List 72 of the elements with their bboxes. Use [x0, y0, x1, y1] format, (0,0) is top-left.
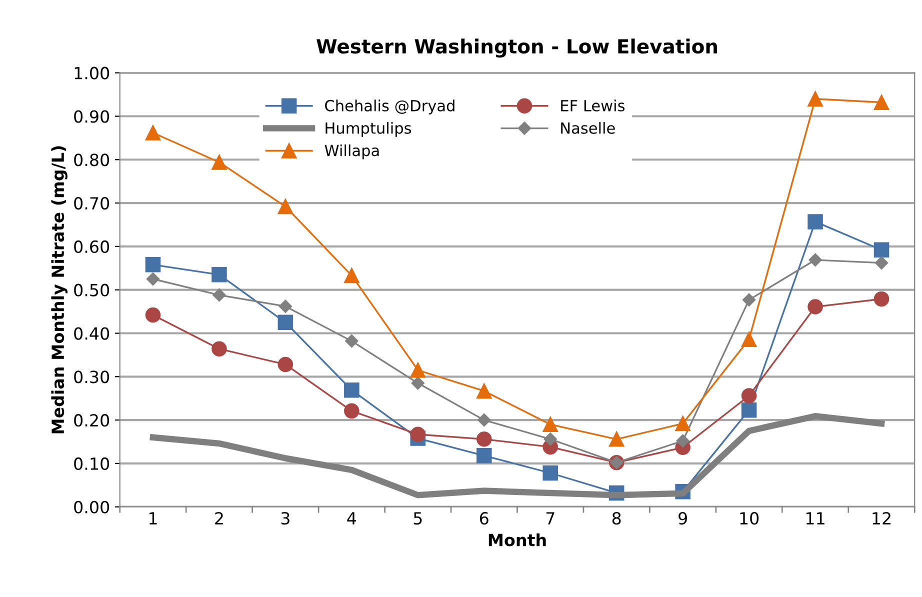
legend-label: Humptulips: [326, 122, 412, 137]
x-tick-label: 5: [414, 512, 422, 525]
legend-label: Willapa: [324, 144, 379, 160]
y-tick-label: 1.00: [74, 66, 110, 80]
point: [741, 402, 757, 418]
point: [410, 426, 426, 442]
point: [874, 242, 890, 258]
legend-label: Chehalis @Dryad: [325, 100, 454, 114]
x-tick-label: 7: [546, 512, 554, 524]
point: [478, 413, 491, 427]
x-tick-label: 4: [347, 512, 356, 524]
x-tick-label: 1: [150, 512, 157, 524]
point: [146, 272, 160, 286]
point: [874, 291, 890, 307]
x-tick-label: 3: [281, 512, 290, 525]
point: [212, 341, 227, 357]
x-tick-label: 11: [806, 512, 824, 524]
y-tick-label: 0.50: [74, 284, 110, 296]
point: [212, 288, 226, 302]
x-tick-label: 9: [678, 512, 687, 525]
point: [212, 154, 227, 170]
y-tick-label: 0.90: [74, 110, 110, 123]
point: [808, 299, 823, 314]
point: [345, 334, 358, 348]
x-tick-label: 2: [215, 512, 223, 524]
point: [476, 432, 492, 447]
y-tick-label: 0.30: [74, 370, 110, 384]
y-tick-label: 0.80: [74, 154, 110, 166]
point: [874, 256, 888, 270]
point: [212, 267, 227, 282]
point: [278, 314, 294, 330]
point: [544, 432, 557, 446]
legend-label: EF Lewis: [561, 100, 625, 112]
point: [608, 432, 624, 447]
point: [278, 198, 294, 214]
point: [344, 382, 360, 398]
x-axis-title: Month: [488, 533, 546, 546]
point: [808, 253, 822, 266]
point: [145, 257, 161, 272]
legend-label: Naselle: [561, 122, 615, 134]
y-tick-label: 0.20: [74, 414, 110, 427]
point: [145, 307, 161, 323]
y-tick-label: 0.10: [74, 457, 110, 470]
point: [542, 465, 558, 481]
y-tick-label: 0.60: [74, 240, 110, 254]
point: [741, 388, 757, 404]
point: [476, 448, 492, 464]
point: [542, 416, 558, 432]
point: [675, 416, 690, 432]
y-tick-label: 0.00: [74, 500, 110, 514]
x-tick-label: 12: [872, 512, 890, 524]
point: [808, 91, 823, 107]
point: [411, 376, 424, 390]
y-tick-label: 0.40: [74, 327, 110, 340]
x-tick-label: 6: [480, 512, 488, 525]
point: [344, 403, 360, 419]
point: [344, 268, 360, 284]
point: [145, 125, 161, 140]
point: [476, 383, 492, 399]
y-axis-title: Median Monthly Nitrate (mg/L): [51, 146, 68, 434]
point: [278, 300, 292, 313]
x-tick-label: 10: [740, 512, 759, 525]
x-tick-label: 8: [612, 512, 621, 525]
point: [676, 434, 690, 448]
point: [278, 356, 294, 372]
y-tick-label: 0.70: [74, 197, 110, 210]
point: [741, 332, 757, 347]
point: [874, 94, 890, 110]
point: [410, 362, 426, 378]
point: [742, 293, 756, 306]
chart-title: Western Washington - Low Elevation: [316, 38, 718, 58]
point: [808, 214, 823, 230]
